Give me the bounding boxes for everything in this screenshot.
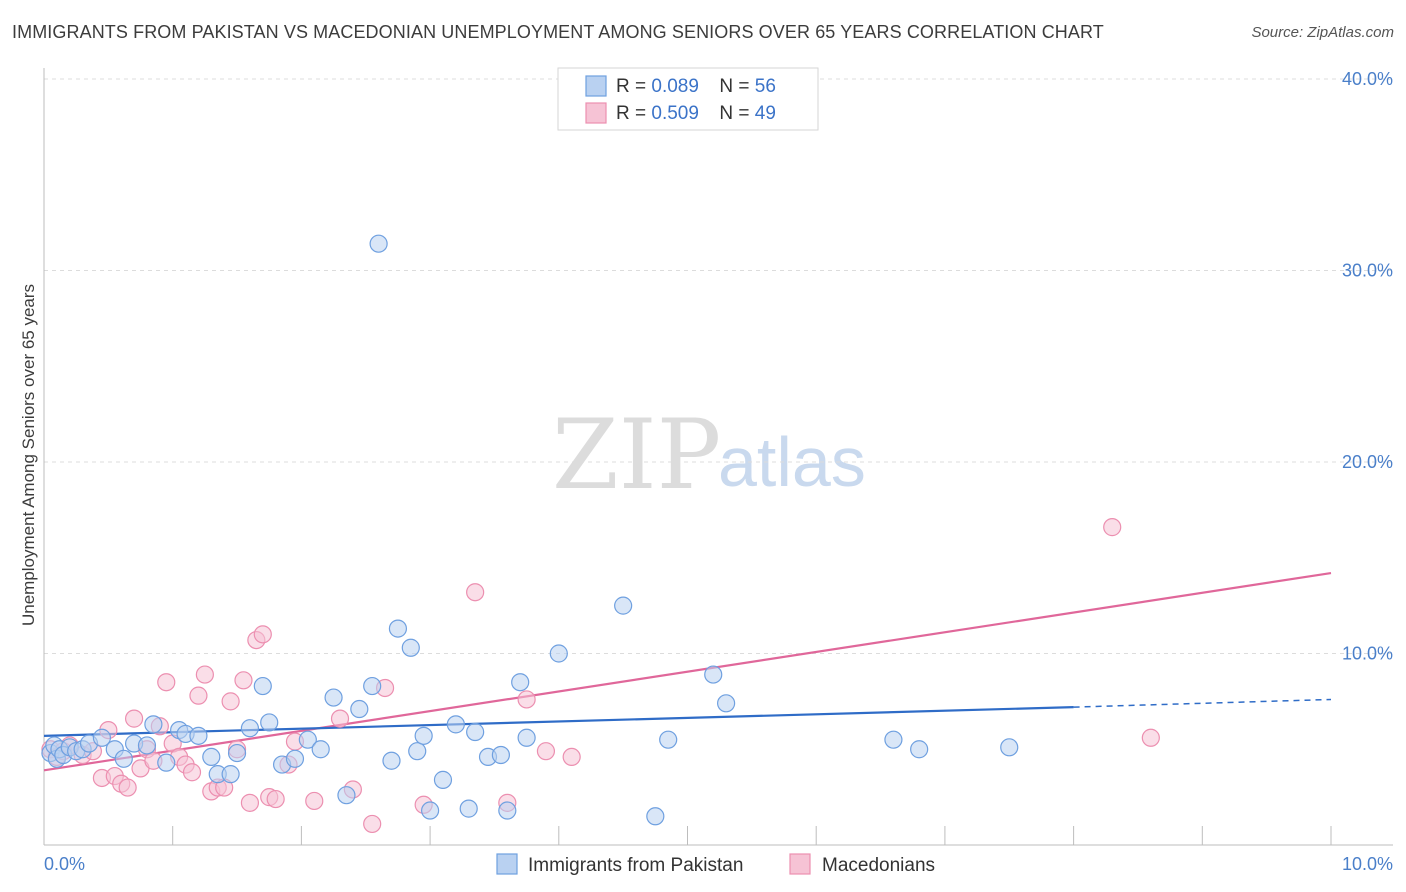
tick-labels: 10.0% 20.0% 30.0% 40.0% 0.0% 10.0% — [44, 69, 1393, 874]
bottom-legend-label-pakistan: Immigrants from Pakistan — [528, 855, 743, 876]
pakistan-point — [401, 638, 420, 657]
macedonians-point — [118, 778, 137, 797]
pakistan-trend-extension — [1073, 698, 1332, 708]
source-label: Source: ZipAtlas.com — [1251, 24, 1394, 41]
pakistan-point — [446, 715, 465, 734]
pakistan-point — [549, 644, 568, 663]
pakistan-point — [459, 799, 478, 818]
macedonians-point — [124, 709, 144, 728]
legend: R = 0.089 N = 56 R = 0.509 N = 49 — [557, 67, 819, 131]
pakistan-point — [137, 736, 157, 755]
pakistan-point — [717, 694, 736, 713]
macedonians-point — [466, 583, 485, 602]
pakistan-point — [324, 688, 343, 707]
pakistan-point — [311, 740, 330, 759]
macedonians-point — [266, 789, 285, 809]
pakistan-point — [202, 747, 221, 767]
axes — [43, 68, 1393, 846]
pakistan-point — [189, 726, 208, 745]
y-tick-label: 20.0% — [1342, 452, 1393, 472]
macedonians-point — [305, 791, 324, 811]
pakistan-point — [253, 676, 272, 696]
macedonians-point — [330, 709, 350, 728]
x-tick-label: 0.0% — [44, 854, 85, 874]
pakistan-point — [498, 801, 517, 820]
pakistan-trend-line — [43, 706, 1074, 737]
bottom-legend-label-macedonians: Macedonians — [822, 855, 935, 876]
y-axis-label: Unemployment Among Seniors over 65 years — [19, 284, 38, 626]
legend-row2-text: R = 0.509 N = 49 — [616, 103, 776, 124]
macedonians-point — [1103, 518, 1122, 537]
watermark: ZIP atlas — [552, 399, 866, 511]
pakistan-points — [41, 234, 1019, 826]
pakistan-point — [408, 742, 427, 761]
pakistan-point — [646, 807, 665, 826]
pakistan-point — [369, 234, 388, 253]
pakistan-point — [517, 728, 536, 747]
macedonians-point — [157, 673, 176, 692]
pakistan-point — [466, 722, 485, 742]
bottom-legend-swatch-blue — [496, 853, 518, 875]
pakistan-point — [92, 728, 112, 747]
gridlines — [44, 78, 1393, 654]
pakistan-point — [884, 730, 903, 749]
pakistan-point — [414, 726, 433, 745]
pakistan-point — [1000, 738, 1019, 757]
macedonians-point — [253, 625, 272, 644]
pakistan-point — [511, 673, 530, 692]
macedonians-point — [189, 686, 208, 705]
legend-swatch-blue — [585, 75, 607, 97]
trend-lines — [43, 571, 1332, 772]
pakistan-point — [114, 749, 133, 768]
y-tick-label: 30.0% — [1342, 261, 1393, 281]
macedonians-point — [562, 747, 581, 767]
macedonians-point — [517, 690, 536, 709]
pakistan-point — [285, 749, 305, 768]
pakistan-point — [221, 765, 240, 784]
pakistan-point — [388, 619, 408, 638]
chart-title: IMMIGRANTS FROM PAKISTAN VS MACEDONIAN U… — [12, 22, 1104, 42]
pakistan-point — [298, 730, 317, 749]
pakistan-point — [363, 676, 382, 696]
macedonians-points — [41, 518, 1160, 834]
macedonians-point — [240, 793, 260, 812]
pakistan-point — [433, 770, 453, 789]
pakistan-point — [144, 715, 163, 734]
y-tick-label: 10.0% — [1342, 644, 1393, 664]
y-tick-label: 40.0% — [1342, 69, 1393, 89]
macedonians-point — [221, 692, 240, 711]
pakistan-point — [659, 730, 678, 749]
macedonians-point — [536, 742, 556, 761]
pakistan-point — [614, 596, 633, 615]
pakistan-point — [421, 801, 440, 820]
macedonians-point — [182, 763, 202, 782]
pakistan-point — [337, 786, 356, 805]
macedonians-point — [1141, 728, 1160, 747]
pakistan-point — [157, 753, 176, 772]
bottom-legend-swatch-pink — [789, 853, 811, 875]
pakistan-point — [910, 740, 929, 759]
pakistan-point — [260, 713, 279, 732]
bottom-legend: Immigrants from Pakistan Macedonians — [496, 853, 935, 876]
macedonians-point — [234, 671, 253, 690]
macedonians-point — [195, 665, 214, 684]
legend-row1-text: R = 0.089 N = 56 — [616, 76, 776, 97]
pakistan-point — [350, 699, 369, 719]
macedonians-trend-line — [43, 571, 1332, 772]
pakistan-point — [227, 743, 247, 763]
pakistan-point — [491, 745, 510, 765]
x-tick-label: 10.0% — [1342, 854, 1393, 874]
legend-swatch-pink — [585, 102, 607, 124]
watermark-zip: ZIP — [552, 399, 721, 511]
pakistan-point — [704, 665, 723, 684]
macedonians-point — [363, 814, 382, 834]
pakistan-point — [240, 719, 260, 738]
pakistan-point — [382, 751, 401, 770]
